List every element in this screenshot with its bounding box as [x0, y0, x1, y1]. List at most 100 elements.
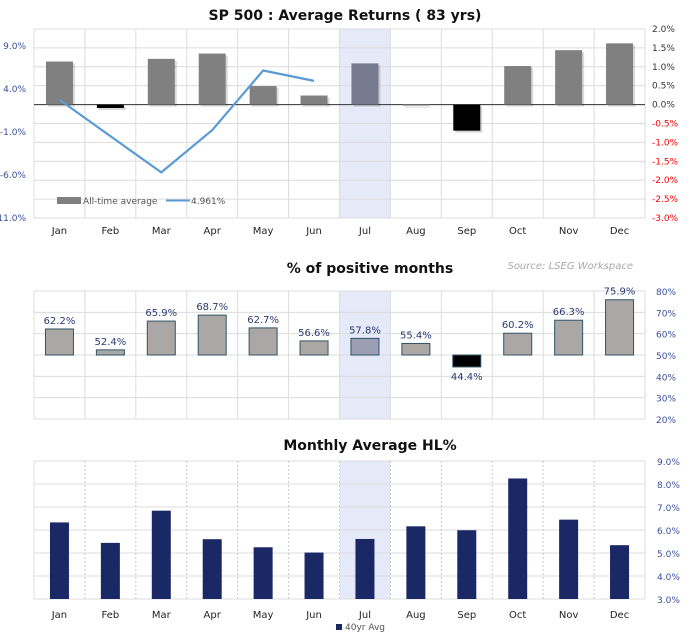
left-tick-label: 9.0%: [3, 42, 26, 52]
plot-border: [33, 28, 646, 219]
data-label: 56.6%: [298, 328, 330, 339]
month-label: Jul: [358, 226, 371, 237]
right-tick-label: 7.0%: [657, 504, 680, 514]
bar-apr: [202, 539, 222, 599]
legend: All-time average 4.961%: [57, 197, 226, 207]
bar-apr: [198, 53, 226, 105]
month-label: Nov: [559, 610, 579, 621]
right-tick-label: 40%: [656, 373, 676, 383]
bar-jun: [299, 340, 329, 356]
month-label: Jan: [51, 610, 67, 621]
month-label: Dec: [610, 226, 629, 237]
right-tick-label: 0.5%: [652, 82, 675, 92]
right-tick-label: 50%: [656, 352, 676, 362]
right-tick-label: -1.5%: [652, 157, 679, 167]
right-tick-label: 3.0%: [657, 596, 680, 606]
right-tick-label: 30%: [656, 395, 676, 405]
bar-oct: [504, 66, 532, 105]
month-label: Feb: [102, 226, 120, 237]
bar-aug: [406, 526, 426, 599]
right-tick-label: -3.0%: [652, 214, 679, 224]
right-tick-label: 1.0%: [652, 63, 675, 73]
data-label: 55.4%: [400, 330, 432, 341]
data-label: 44.4%: [451, 372, 483, 383]
month-label: Feb: [102, 610, 120, 621]
plot-border: [33, 290, 646, 420]
month-label: Sep: [457, 226, 476, 237]
bar-aug: [401, 342, 431, 356]
bar-may: [248, 327, 278, 356]
plot-border: [33, 460, 646, 600]
bar-nov: [559, 519, 579, 599]
bar-dec: [610, 545, 630, 599]
line-series: [58, 69, 315, 174]
legend: 40yr Avg: [336, 623, 385, 633]
month-label: May: [253, 610, 274, 621]
bar-feb: [95, 349, 125, 356]
bar-sep: [457, 530, 477, 599]
month-label: Mar: [152, 610, 172, 621]
month-label: Oct: [509, 610, 526, 621]
data-label: 66.3%: [553, 307, 585, 318]
data-label: 60.2%: [502, 320, 534, 331]
bar-nov: [554, 319, 584, 356]
chart-title: Monthly Average HL%: [283, 438, 456, 454]
bar-nov: [555, 50, 583, 105]
bar-aug: [402, 104, 430, 106]
month-label: Dec: [610, 610, 629, 621]
bar-dec: [606, 43, 634, 105]
legend-label: 40yr Avg: [345, 623, 385, 633]
right-tick-label: 9.0%: [657, 458, 680, 468]
chart-monthly-hl: [33, 460, 646, 600]
chart-average-returns: [33, 28, 646, 219]
bar-shadow: [404, 106, 432, 108]
chart-title: SP 500 : Average Returns ( 83 yrs): [209, 8, 482, 24]
right-tick-label: 20%: [656, 416, 676, 426]
month-label: Jul: [358, 610, 371, 621]
bar-oct: [503, 332, 533, 356]
right-tick-label: -2.0%: [652, 176, 679, 186]
month-label: Jun: [305, 610, 322, 621]
right-tick-label: 6.0%: [657, 527, 680, 537]
bar-apr: [197, 314, 227, 356]
left-tick-label: -6.0%: [0, 171, 26, 181]
right-tick-label: 1.5%: [652, 44, 675, 54]
month-label: May: [253, 226, 274, 237]
source-note: Source: LSEG Workspace: [507, 261, 633, 272]
bar-feb: [96, 104, 124, 109]
month-label: Sep: [457, 610, 476, 621]
month-label: Apr: [204, 226, 222, 237]
data-label: 52.4%: [94, 337, 126, 348]
right-tick-label: 70%: [656, 309, 676, 319]
month-label: Jun: [305, 226, 322, 237]
bar-jan: [45, 61, 73, 105]
bar-dec: [605, 299, 635, 356]
right-tick-label: 60%: [656, 331, 676, 341]
legend-swatch-bar: [57, 197, 81, 204]
bar-may: [253, 547, 273, 599]
bar-jul: [351, 63, 379, 105]
right-tick-label: -0.5%: [652, 120, 679, 130]
month-label: Apr: [204, 610, 222, 621]
left-tick-label: -1.0%: [0, 128, 26, 138]
bar-jun: [300, 95, 328, 105]
chart-positive-months: [33, 290, 646, 420]
bar-mar: [146, 320, 176, 356]
right-tick-label: 5.0%: [657, 550, 680, 560]
month-label: Aug: [406, 610, 426, 621]
month-label: Nov: [559, 226, 579, 237]
chart-title: % of positive months: [287, 261, 453, 277]
month-label: Jan: [51, 226, 67, 237]
bar-jan: [44, 328, 74, 356]
legend-label-line: 4.961%: [191, 197, 226, 207]
bar-mar: [151, 510, 171, 599]
data-label: 75.9%: [604, 287, 636, 298]
bar-shadow: [98, 106, 126, 111]
month-label: Aug: [406, 226, 426, 237]
bar-jan: [49, 522, 69, 599]
right-tick-label: 4.0%: [657, 573, 680, 583]
left-tick-label: -11.0%: [0, 214, 26, 224]
legend-swatch: [336, 624, 342, 630]
bar-mar: [147, 58, 175, 105]
